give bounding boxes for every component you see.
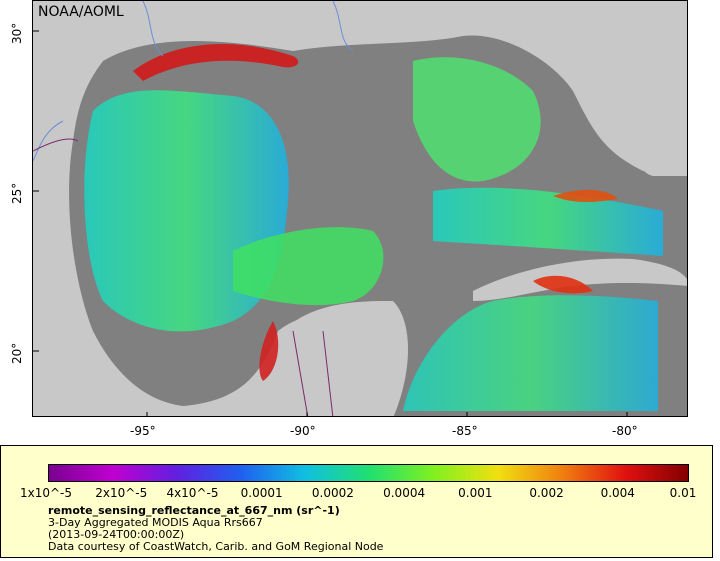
- legend-line2: (2013-09-24T00:00:00Z): [48, 528, 185, 541]
- legend-line3: Data courtesy of CoastWatch, Carib. and …: [48, 540, 384, 553]
- map-frame: [32, 0, 688, 417]
- lat-label-30: 30°: [10, 22, 24, 44]
- florida: [573, 1, 687, 176]
- ocean-data-caribbean: [403, 295, 658, 411]
- colorbar-tick-label: 0.004: [600, 486, 635, 500]
- org-label: NOAA/AOML: [38, 4, 124, 20]
- lon-label-85: -85°: [452, 424, 478, 438]
- lon-label-80: -80°: [612, 424, 638, 438]
- country-border: [292, 330, 309, 416]
- coastal-high-keys: [553, 189, 618, 203]
- legend-line1: 3-Day Aggregated MODIS Aqua Rrs667: [48, 516, 263, 529]
- reflectance-map: [33, 1, 687, 416]
- colorbar-tick-label: 0.0004: [383, 486, 426, 500]
- cuba: [473, 258, 687, 301]
- coastal-high-campeche: [259, 321, 279, 381]
- country-border: [33, 138, 79, 152]
- colorbar-tick-label: 4x10^-5: [166, 486, 219, 500]
- colorbar-tick-label: 2x10^-5: [95, 486, 148, 500]
- lon-label-95: -95°: [130, 424, 156, 438]
- river: [33, 120, 64, 162]
- river: [332, 1, 354, 52]
- colorbar-tick-label: 0.0002: [311, 486, 354, 500]
- lat-label-20: 20°: [10, 342, 24, 364]
- colorbar-tick-label: 0.001: [458, 486, 493, 500]
- colorbar-tick-label: 0.01: [669, 486, 697, 500]
- coastal-high-north: [133, 44, 299, 81]
- colorbar-tick-label: 0.002: [529, 486, 564, 500]
- river: [142, 1, 164, 57]
- legend-panel: [0, 445, 713, 558]
- colorbar-tick-label: 0.0001: [240, 486, 283, 500]
- country-border: [322, 330, 334, 416]
- lat-label-25: 25°: [10, 182, 24, 204]
- ocean-data-east: [413, 57, 541, 182]
- yucatan: [283, 301, 408, 416]
- ocean-data-strait: [433, 187, 663, 256]
- colorbar: [48, 464, 689, 482]
- lon-label-90: -90°: [290, 424, 316, 438]
- ocean-data-central: [233, 227, 384, 306]
- coastal-high-cuba: [533, 275, 593, 294]
- colorbar-tick-label: 1x10^-5: [20, 486, 73, 500]
- legend-title: remote_sensing_reflectance_at_667_nm (sr…: [48, 504, 340, 517]
